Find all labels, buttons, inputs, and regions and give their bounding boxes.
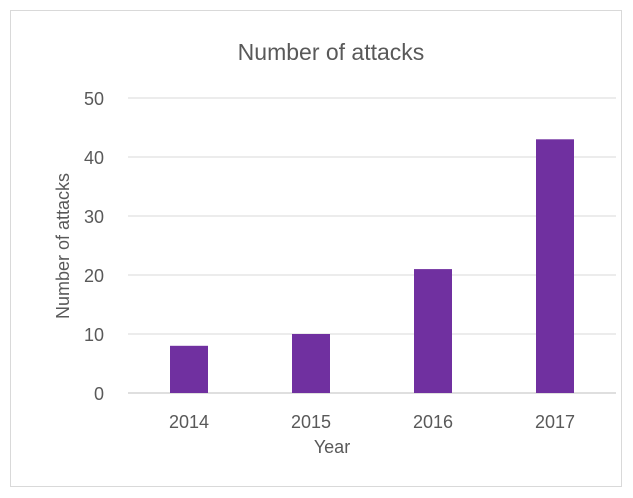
y-axis-label: Number of attacks bbox=[53, 173, 73, 319]
x-tick-label-2014: 2014 bbox=[169, 412, 209, 432]
x-axis-label: Year bbox=[314, 437, 350, 457]
bars bbox=[170, 139, 574, 393]
chart-frame bbox=[10, 10, 622, 487]
bar-2017 bbox=[536, 139, 574, 393]
x-tick-label-2015: 2015 bbox=[291, 412, 331, 432]
x-tick-label-2017: 2017 bbox=[535, 412, 575, 432]
bar-2015 bbox=[292, 334, 330, 393]
x-tick-label-2016: 2016 bbox=[413, 412, 453, 432]
y-tick-label-20: 20 bbox=[84, 266, 104, 286]
y-tick-label-30: 30 bbox=[84, 207, 104, 227]
chart-title: Number of attacks bbox=[238, 39, 425, 65]
bar-2016 bbox=[414, 269, 452, 393]
y-tick-label-50: 50 bbox=[84, 89, 104, 109]
bar-2014 bbox=[170, 345, 208, 393]
y-tick-label-0: 0 bbox=[94, 384, 104, 404]
y-tick-labels: 0 10 20 30 40 50 bbox=[84, 89, 104, 404]
gridlines bbox=[128, 97, 616, 394]
x-tick-labels: 2014 2015 2016 2017 bbox=[169, 412, 575, 432]
y-tick-label-10: 10 bbox=[84, 325, 104, 345]
y-tick-label-40: 40 bbox=[84, 148, 104, 168]
